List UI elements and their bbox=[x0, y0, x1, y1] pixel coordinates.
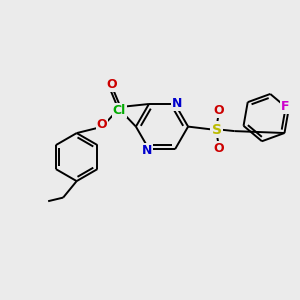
Text: O: O bbox=[107, 78, 117, 91]
Text: F: F bbox=[281, 100, 289, 113]
Text: O: O bbox=[213, 104, 224, 117]
Text: N: N bbox=[142, 144, 152, 157]
Text: O: O bbox=[213, 142, 224, 155]
Text: N: N bbox=[172, 97, 182, 110]
Text: S: S bbox=[212, 123, 222, 136]
Text: O: O bbox=[97, 118, 107, 131]
Text: Cl: Cl bbox=[113, 103, 126, 117]
